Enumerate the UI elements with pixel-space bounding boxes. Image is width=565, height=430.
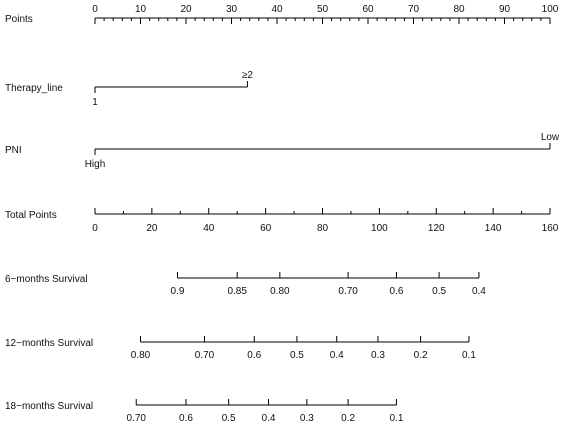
row-label: Therapy_line	[5, 83, 63, 94]
survival-tick-label: 0.70	[195, 350, 215, 361]
survival-tick-label: 0.85	[227, 286, 247, 297]
survival-tick-label: 0.1	[389, 413, 403, 424]
tick-label: 30	[226, 4, 238, 15]
tick-label: 0	[92, 223, 98, 234]
survival-tick-label: 0.80	[131, 350, 151, 361]
tick-label: 120	[428, 223, 445, 234]
survival-tick-label: 0.4	[330, 350, 344, 361]
tick-label: 20	[180, 4, 192, 15]
tick-label: 140	[485, 223, 502, 234]
tick-label: 60	[260, 223, 272, 234]
survival-tick-label: 0.2	[414, 350, 428, 361]
survival-tick-label: 0.70	[338, 286, 358, 297]
tick-label: 100	[542, 4, 559, 15]
row-label: 12−months Survival	[5, 338, 93, 349]
survival-tick-label: 0.80	[270, 286, 290, 297]
tick-label: 40	[271, 4, 283, 15]
survival-tick-label: 0.5	[222, 413, 236, 424]
tick-label: 60	[362, 4, 374, 15]
row-label: 18−months Survival	[5, 401, 93, 412]
level-label: ≥2	[242, 70, 253, 81]
tick-label: 40	[203, 223, 215, 234]
level-label: High	[85, 159, 106, 170]
tick-label: 80	[317, 223, 329, 234]
survival-tick-label: 0.4	[262, 413, 276, 424]
tick-label: 100	[371, 223, 388, 234]
tick-label: 50	[317, 4, 329, 15]
tick-label: 70	[408, 4, 420, 15]
row-label: Total Points	[5, 210, 57, 221]
survival-tick-label: 0.9	[171, 286, 185, 297]
survival-tick-label: 0.3	[371, 350, 385, 361]
tick-label: 90	[499, 4, 511, 15]
survival-tick-label: 0.5	[432, 286, 446, 297]
survival-tick-label: 0.1	[462, 350, 476, 361]
tick-label: 20	[146, 223, 158, 234]
level-label: Low	[541, 132, 560, 143]
level-label: 1	[92, 97, 98, 108]
tick-label: 80	[453, 4, 465, 15]
row-label: Points	[5, 14, 33, 25]
survival-tick-label: 0.6	[179, 413, 193, 424]
survival-tick-label: 0.6	[389, 286, 403, 297]
row-label: 6−months Survival	[5, 274, 88, 285]
survival-tick-label: 0.70	[127, 413, 147, 424]
row-label: PNI	[5, 145, 22, 156]
survival-tick-label: 0.6	[247, 350, 261, 361]
survival-tick-label: 0.2	[341, 413, 355, 424]
survival-tick-label: 0.4	[472, 286, 486, 297]
tick-label: 10	[135, 4, 147, 15]
tick-label: 160	[542, 223, 559, 234]
tick-label: 0	[92, 4, 98, 15]
survival-tick-label: 0.3	[300, 413, 314, 424]
survival-tick-label: 0.5	[290, 350, 304, 361]
